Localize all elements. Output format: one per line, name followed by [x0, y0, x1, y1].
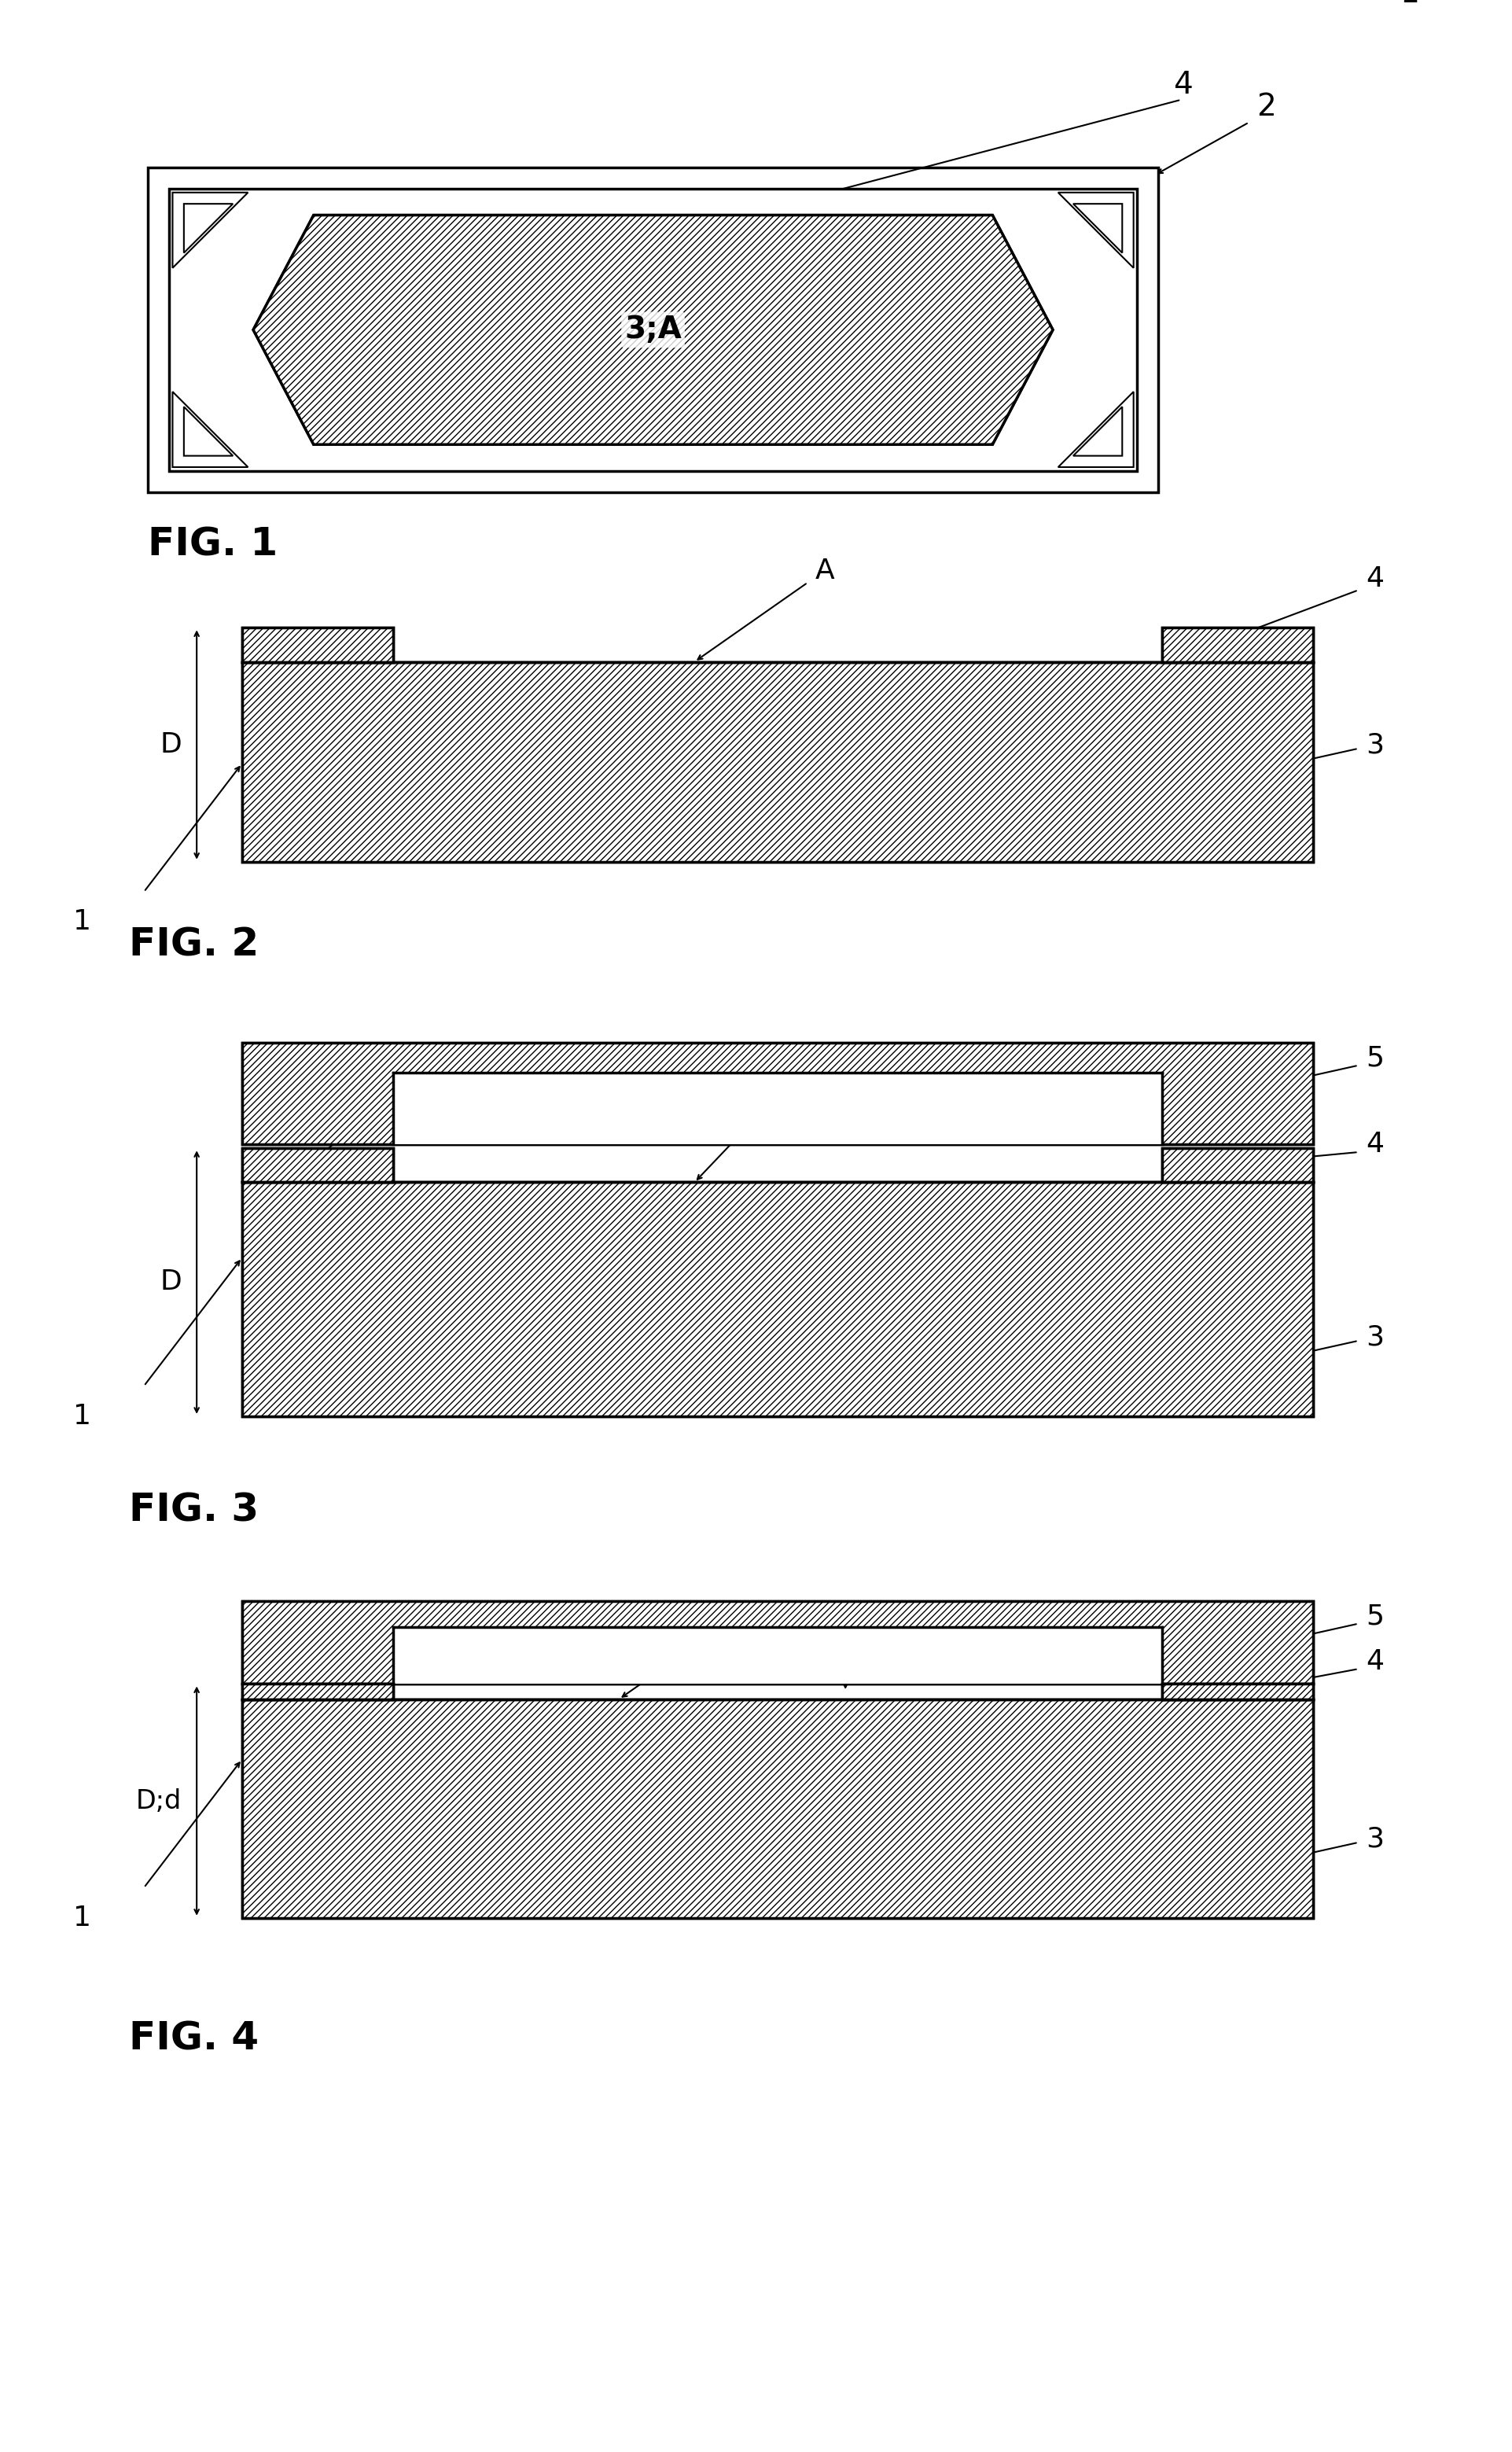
Polygon shape — [393, 1628, 1161, 1685]
Text: 7: 7 — [838, 1621, 856, 1648]
Text: d: d — [838, 733, 856, 760]
Polygon shape — [242, 1042, 1312, 1145]
Text: 4: 4 — [1173, 69, 1193, 101]
Polygon shape — [1161, 628, 1312, 662]
Polygon shape — [242, 628, 393, 662]
Polygon shape — [242, 1182, 1312, 1417]
Polygon shape — [242, 1601, 1312, 1685]
Text: 5: 5 — [1365, 1045, 1383, 1072]
Polygon shape — [1161, 1685, 1312, 1699]
Text: D;d: D;d — [136, 1788, 181, 1814]
Polygon shape — [242, 662, 1312, 861]
Text: 3;A: 3;A — [624, 314, 682, 346]
Text: 1: 1 — [1399, 0, 1418, 10]
Text: d: d — [838, 1270, 856, 1297]
Text: A: A — [706, 1626, 724, 1653]
Text: 4: 4 — [1365, 1130, 1383, 1157]
Text: 3: 3 — [1365, 1824, 1383, 1851]
Polygon shape — [169, 189, 1137, 471]
Text: FIG. 2: FIG. 2 — [129, 927, 259, 964]
Polygon shape — [1161, 1685, 1312, 1699]
Text: 1: 1 — [73, 1905, 91, 1932]
Text: D: D — [160, 1268, 181, 1295]
Polygon shape — [242, 1182, 1312, 1417]
Text: 2: 2 — [1256, 93, 1275, 123]
Text: FIG. 1: FIG. 1 — [148, 525, 278, 564]
Polygon shape — [242, 1685, 393, 1699]
Polygon shape — [242, 1699, 1312, 1917]
Polygon shape — [242, 1042, 1312, 1145]
Polygon shape — [242, 1601, 1312, 1685]
Text: 4: 4 — [1365, 566, 1383, 591]
Text: D: D — [160, 731, 181, 758]
Polygon shape — [242, 1148, 393, 1182]
Polygon shape — [242, 1699, 1312, 1917]
Text: 4: 4 — [1365, 1648, 1383, 1675]
Polygon shape — [1161, 1148, 1312, 1182]
Polygon shape — [1161, 628, 1312, 662]
Polygon shape — [242, 1148, 393, 1182]
Polygon shape — [1161, 1148, 1312, 1182]
Text: 1: 1 — [73, 910, 91, 934]
Text: 8: 8 — [1237, 1621, 1255, 1648]
Text: A: A — [815, 559, 835, 584]
Text: 5: 5 — [1365, 1604, 1383, 1631]
Text: 3: 3 — [1365, 731, 1383, 758]
Text: 3: 3 — [1365, 1324, 1383, 1351]
Polygon shape — [253, 216, 1052, 444]
Polygon shape — [393, 1074, 1161, 1145]
Polygon shape — [253, 216, 1052, 444]
Polygon shape — [242, 628, 393, 662]
Polygon shape — [242, 662, 1312, 861]
Text: A: A — [777, 1079, 797, 1106]
Text: 1: 1 — [73, 1403, 91, 1430]
Text: FIG. 3: FIG. 3 — [129, 1491, 259, 1530]
Polygon shape — [242, 1685, 393, 1699]
Text: 6: 6 — [401, 1072, 419, 1098]
Text: FIG. 4: FIG. 4 — [129, 2020, 259, 2057]
